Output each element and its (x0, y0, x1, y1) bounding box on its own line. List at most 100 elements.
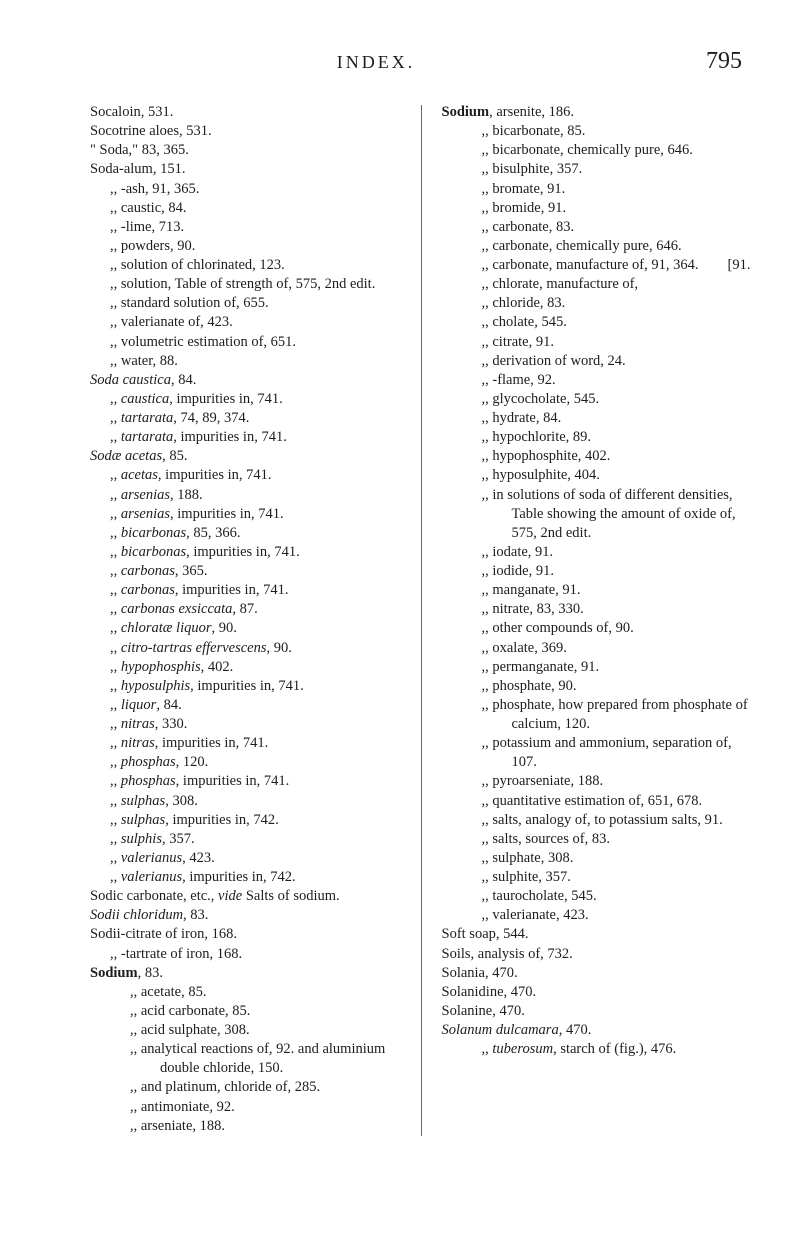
index-entry: ,, tuberosum, starch of (fig.), 476. (442, 1040, 753, 1059)
index-entry: ,, bicarbonas, impurities in, 741. (90, 543, 401, 562)
index-entry: ,, caustica, impurities in, 741. (90, 390, 401, 409)
index-entry: ,, phosphate, how prepared from phosphat… (442, 696, 753, 734)
index-entry: ,, and platinum, chloride of, 285. (90, 1078, 401, 1097)
index-entry: ,, tartarata, impurities in, 741. (90, 428, 401, 447)
index-entry: ,, caustic, 84. (90, 199, 401, 218)
index-entry: ,, hyposulphite, 404. (442, 466, 753, 485)
index-entry: ,, cholate, 545. (442, 313, 753, 332)
index-entry: ,, powders, 90. (90, 237, 401, 256)
index-entry: ,, phosphas, impurities in, 741. (90, 772, 401, 791)
index-entry: ,, phosphas, 120. (90, 753, 401, 772)
column-divider (421, 105, 422, 1136)
index-entry: ,, acetate, 85. (90, 983, 401, 1002)
index-entry: ,, carbonas, impurities in, 741. (90, 581, 401, 600)
index-entry: ,, chloride, 83. (442, 294, 753, 313)
index-entry: Sodæ acetas, 85. (90, 447, 401, 466)
index-entry: ,, taurocholate, 545. (442, 887, 753, 906)
index-entry: ,, salts, analogy of, to potassium salts… (442, 811, 753, 830)
index-entry: ,, -lime, 713. (90, 218, 401, 237)
index-entry: ,, analytical reactions of, 92. and alum… (90, 1040, 401, 1078)
index-entry: ,, arseniate, 188. (90, 1117, 401, 1136)
index-entry: ,, standard solution of, 655. (90, 294, 401, 313)
index-entry: Socotrine aloes, 531. (90, 122, 401, 141)
page-header: INDEX. 795 (90, 48, 752, 75)
index-entry: ,, iodide, 91. (442, 562, 753, 581)
index-entry: ,, solution, Table of strength of, 575, … (90, 275, 401, 294)
index-entry: ,, carbonate, 83. (442, 218, 753, 237)
header-title: INDEX. (90, 52, 662, 73)
index-entry: " Soda," 83, 365. (90, 141, 401, 160)
index-entry: Solanum dulcamara, 470. (442, 1021, 753, 1040)
index-entry: ,, -flame, 92. (442, 371, 753, 390)
index-entry: ,, nitras, 330. (90, 715, 401, 734)
index-entry: ,, nitrate, 83, 330. (442, 600, 753, 619)
index-entry: ,, water, 88. (90, 352, 401, 371)
index-entry: ,, valerianate of, 423. (90, 313, 401, 332)
index-entry: ,, oxalate, 369. (442, 639, 753, 658)
index-entry: ,, citrate, 91. (442, 333, 753, 352)
index-entry: Soda-alum, 151. (90, 160, 401, 179)
index-entry: ,, acid sulphate, 308. (90, 1021, 401, 1040)
index-entry: ,, sulphite, 357. (442, 868, 753, 887)
index-entry: Solanidine, 470. (442, 983, 753, 1002)
index-entry: ,, bicarbonas, 85, 366. (90, 524, 401, 543)
index-entry: ,, arsenias, 188. (90, 486, 401, 505)
index-entry: ,, sulphas, impurities in, 742. (90, 811, 401, 830)
index-entry: Sodium, arsenite, 186. (442, 103, 753, 122)
index-entry: ,, nitras, impurities in, 741. (90, 734, 401, 753)
index-entry: Solania, 470. (442, 964, 753, 983)
index-entry: ,, bisulphite, 357. (442, 160, 753, 179)
index-entry: ,, pyroarseniate, 188. (442, 772, 753, 791)
index-entry: ,, citro-tartras effervescens, 90. (90, 639, 401, 658)
index-entry: ,, carbonate, manufacture of, 91, 364. [… (442, 256, 753, 275)
index-entry: ,, iodate, 91. (442, 543, 753, 562)
index-entry: ,, valerianus, 423. (90, 849, 401, 868)
index-entry: ,, hypophosphis, 402. (90, 658, 401, 677)
index-entry: Soils, analysis of, 732. (442, 945, 753, 964)
index-entry: ,, sulphas, 308. (90, 792, 401, 811)
index-entry: ,, salts, sources of, 83. (442, 830, 753, 849)
index-page: INDEX. 795 Socaloin, 531.Socotrine aloes… (0, 0, 800, 1236)
index-entry: ,, derivation of word, 24. (442, 352, 753, 371)
index-entry: ,, valerianus, impurities in, 742. (90, 868, 401, 887)
index-entry: ,, potassium and ammonium, separation of… (442, 734, 753, 772)
index-entry: Solanine, 470. (442, 1002, 753, 1021)
index-entry: ,, acetas, impurities in, 741. (90, 466, 401, 485)
index-entry: Sodii-citrate of iron, 168. (90, 925, 401, 944)
index-entry: ,, tartarata, 74, 89, 374. (90, 409, 401, 428)
index-entry: ,, sulphate, 308. (442, 849, 753, 868)
left-column: Socaloin, 531.Socotrine aloes, 531." Sod… (90, 103, 401, 1136)
index-entry: ,, carbonate, chemically pure, 646. (442, 237, 753, 256)
index-entry: ,, solution of chlorinated, 123. (90, 256, 401, 275)
index-entry: ,, bromate, 91. (442, 180, 753, 199)
index-entry: Sodium, 83. (90, 964, 401, 983)
index-entry: Sodii chloridum, 83. (90, 906, 401, 925)
index-entry: ,, glycocholate, 545. (442, 390, 753, 409)
index-entry: ,, carbonas exsiccata, 87. (90, 600, 401, 619)
index-entry: ,, bromide, 91. (442, 199, 753, 218)
index-entry: ,, arsenias, impurities in, 741. (90, 505, 401, 524)
index-entry: ,, phosphate, 90. (442, 677, 753, 696)
index-entry: ,, -tartrate of iron, 168. (90, 945, 401, 964)
index-entry: ,, permanganate, 91. (442, 658, 753, 677)
index-entry: Socaloin, 531. (90, 103, 401, 122)
index-entry: ,, bicarbonate, 85. (442, 122, 753, 141)
index-entry: ,, sulphis, 357. (90, 830, 401, 849)
index-entry: ,, hypochlorite, 89. (442, 428, 753, 447)
index-entry: Soda caustica, 84. (90, 371, 401, 390)
index-entry: ,, manganate, 91. (442, 581, 753, 600)
index-entry: ,, -ash, 91, 365. (90, 180, 401, 199)
page-number: 795 (662, 48, 742, 75)
index-entry: Sodic carbonate, etc., vide Salts of sod… (90, 887, 401, 906)
index-entry: ,, bicarbonate, chemically pure, 646. (442, 141, 753, 160)
index-entry: ,, carbonas, 365. (90, 562, 401, 581)
index-entry: ,, valerianate, 423. (442, 906, 753, 925)
index-entry: ,, hydrate, 84. (442, 409, 753, 428)
index-entry: ,, acid carbonate, 85. (90, 1002, 401, 1021)
index-entry: ,, hypophosphite, 402. (442, 447, 753, 466)
index-entry: ,, chloratæ liquor, 90. (90, 619, 401, 638)
index-entry: ,, volumetric estimation of, 651. (90, 333, 401, 352)
index-entry: ,, liquor, 84. (90, 696, 401, 715)
index-entry: ,, in solutions of soda of different den… (442, 486, 753, 543)
index-columns: Socaloin, 531.Socotrine aloes, 531." Sod… (90, 103, 752, 1136)
